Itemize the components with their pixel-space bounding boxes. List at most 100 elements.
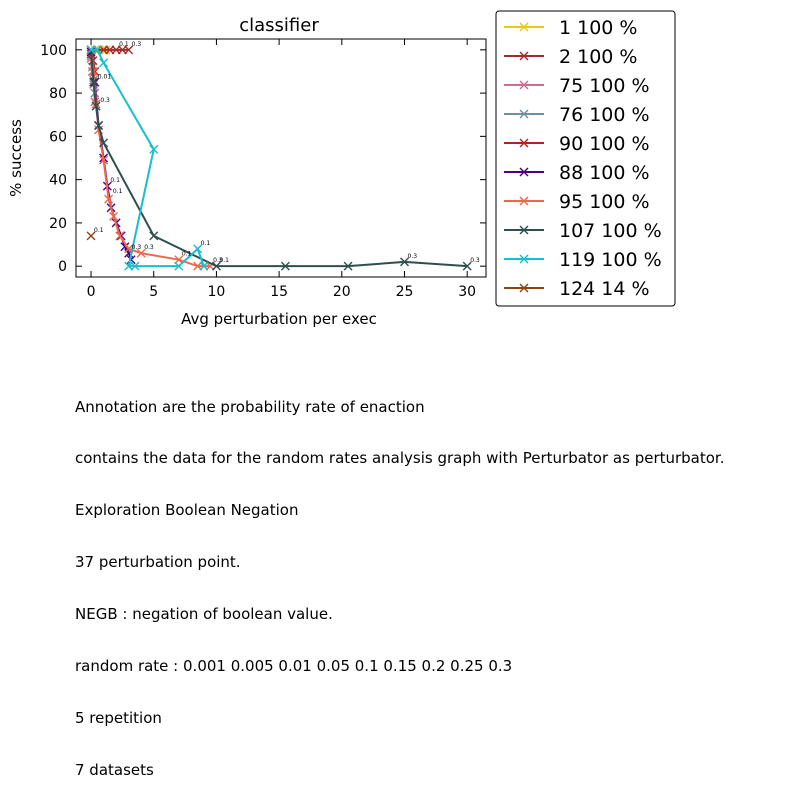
point-annotation: 0.3: [132, 41, 142, 48]
data-point: [124, 45, 134, 55]
legend-label: 75 100 %: [559, 75, 650, 97]
note-line: contains the data for the random rates a…: [75, 449, 725, 468]
series-9: [86, 231, 96, 241]
legend-marker: [519, 196, 529, 206]
point-annotation: 0.3: [100, 97, 110, 104]
legend-label: 76 100 %: [559, 104, 650, 126]
data-point: [280, 261, 290, 271]
point-annotation: 0.3: [144, 244, 154, 251]
legend-marker: [519, 51, 529, 61]
legend-label: 119 100 %: [559, 249, 662, 271]
legend-item: 88 100 %: [504, 162, 650, 184]
data-point: [149, 144, 159, 154]
series-8: [86, 45, 209, 271]
point-annotation: 0.1: [219, 257, 229, 264]
x-tick-label: 0: [87, 284, 96, 300]
legend-marker: [519, 254, 529, 264]
note-line: Annotation are the probability rate of e…: [75, 397, 425, 416]
legend-label: 2 100 %: [559, 46, 638, 68]
point-annotation: 0.1: [113, 188, 123, 195]
x-tick-label: 15: [270, 284, 288, 300]
point-annotation: 0.1: [182, 251, 192, 258]
y-tick-label: 100: [40, 43, 67, 59]
point-annotation: 0.1: [201, 240, 211, 247]
data-point: [211, 261, 221, 271]
legend-item: 90 100 %: [504, 133, 650, 155]
note-line: 7 datasets: [75, 760, 154, 779]
notes-block: Annotation are the probability rate of e…: [75, 364, 725, 796]
point-annotation: 0.01: [98, 73, 112, 80]
data-point: [89, 77, 99, 87]
chart: classifier Avg perturbation per exec % s…: [7, 10, 676, 328]
point-annotation: 0.3: [408, 253, 418, 260]
series-line: [90, 49, 468, 268]
data-point: [104, 194, 114, 204]
legend-label: 124 14 %: [559, 278, 650, 300]
y-tick-label: 80: [49, 86, 67, 102]
data-point: [91, 101, 101, 111]
y-tick-label: 0: [58, 259, 67, 275]
series-7: [86, 45, 472, 271]
legend-item: 107 100 %: [504, 220, 662, 242]
legend-item: 95 100 %: [504, 191, 650, 213]
data-point: [136, 248, 146, 258]
point-annotation: 0.1: [110, 177, 120, 184]
data-point: [92, 45, 102, 55]
point-annotation: 0.3: [132, 244, 142, 251]
note-line: 37 perturbation point.: [75, 553, 241, 572]
plot-frame: [75, 38, 487, 278]
note-line: random rate : 0.001 0.005 0.01 0.05 0.1 …: [75, 657, 513, 676]
data-point: [400, 257, 409, 267]
legend-marker: [519, 225, 529, 235]
legend-label: 107 100 %: [559, 220, 662, 242]
legend-marker: [519, 167, 529, 177]
legend-item: 2 100 %: [504, 46, 638, 68]
legend-item: 76 100 %: [504, 104, 650, 126]
legend-label: 95 100 %: [559, 191, 650, 213]
data-point: [199, 261, 209, 271]
data-point: [462, 261, 472, 271]
legend-label: 88 100 %: [559, 162, 650, 184]
x-tick-label: 10: [208, 284, 226, 300]
y-tick-label: 60: [49, 129, 67, 145]
data-point: [94, 121, 104, 131]
point-annotation: 0.3: [213, 257, 223, 264]
legend-marker: [519, 138, 529, 148]
x-tick-label: 5: [149, 284, 158, 300]
y-tick-label: 20: [49, 216, 67, 232]
data-point: [130, 261, 140, 271]
data-point: [115, 231, 125, 241]
series-line: [91, 48, 205, 268]
legend-item: 1 100 %: [504, 17, 638, 39]
legend-label: 90 100 %: [559, 133, 650, 155]
data-point: [193, 244, 203, 254]
legend-marker: [519, 283, 529, 293]
data-point: [99, 58, 109, 68]
y-tick-label: 40: [49, 173, 67, 189]
legend-item: 124 14 %: [504, 278, 650, 300]
y-axis-label: % success: [7, 119, 25, 197]
legend-item: 119 100 %: [504, 249, 662, 271]
data-point: [343, 261, 353, 271]
x-tick-label: 25: [396, 284, 414, 300]
legend-marker: [519, 109, 529, 119]
point-annotation: 0.1: [94, 227, 104, 234]
x-tick-label: 20: [333, 284, 351, 300]
note-line: NEGB : negation of boolean value.: [75, 605, 333, 624]
data-point: [149, 231, 159, 241]
data-point: [99, 138, 109, 148]
note-line: 5 repetition: [75, 708, 162, 727]
note-line: Exploration Boolean Negation: [75, 501, 299, 520]
data-point: [99, 155, 109, 165]
chart-title: classifier: [239, 15, 319, 36]
point-annotation: 0.1: [119, 41, 129, 48]
point-annotation: 0.3: [470, 257, 480, 264]
x-axis-label: Avg perturbation per exec: [181, 310, 377, 328]
x-tick-label: 30: [458, 284, 476, 300]
data-point: [174, 255, 184, 265]
legend-marker: [519, 80, 529, 90]
legend-label: 1 100 %: [559, 17, 638, 39]
data-point: [86, 231, 96, 241]
legend-marker: [519, 22, 529, 32]
legend-item: 75 100 %: [504, 75, 650, 97]
